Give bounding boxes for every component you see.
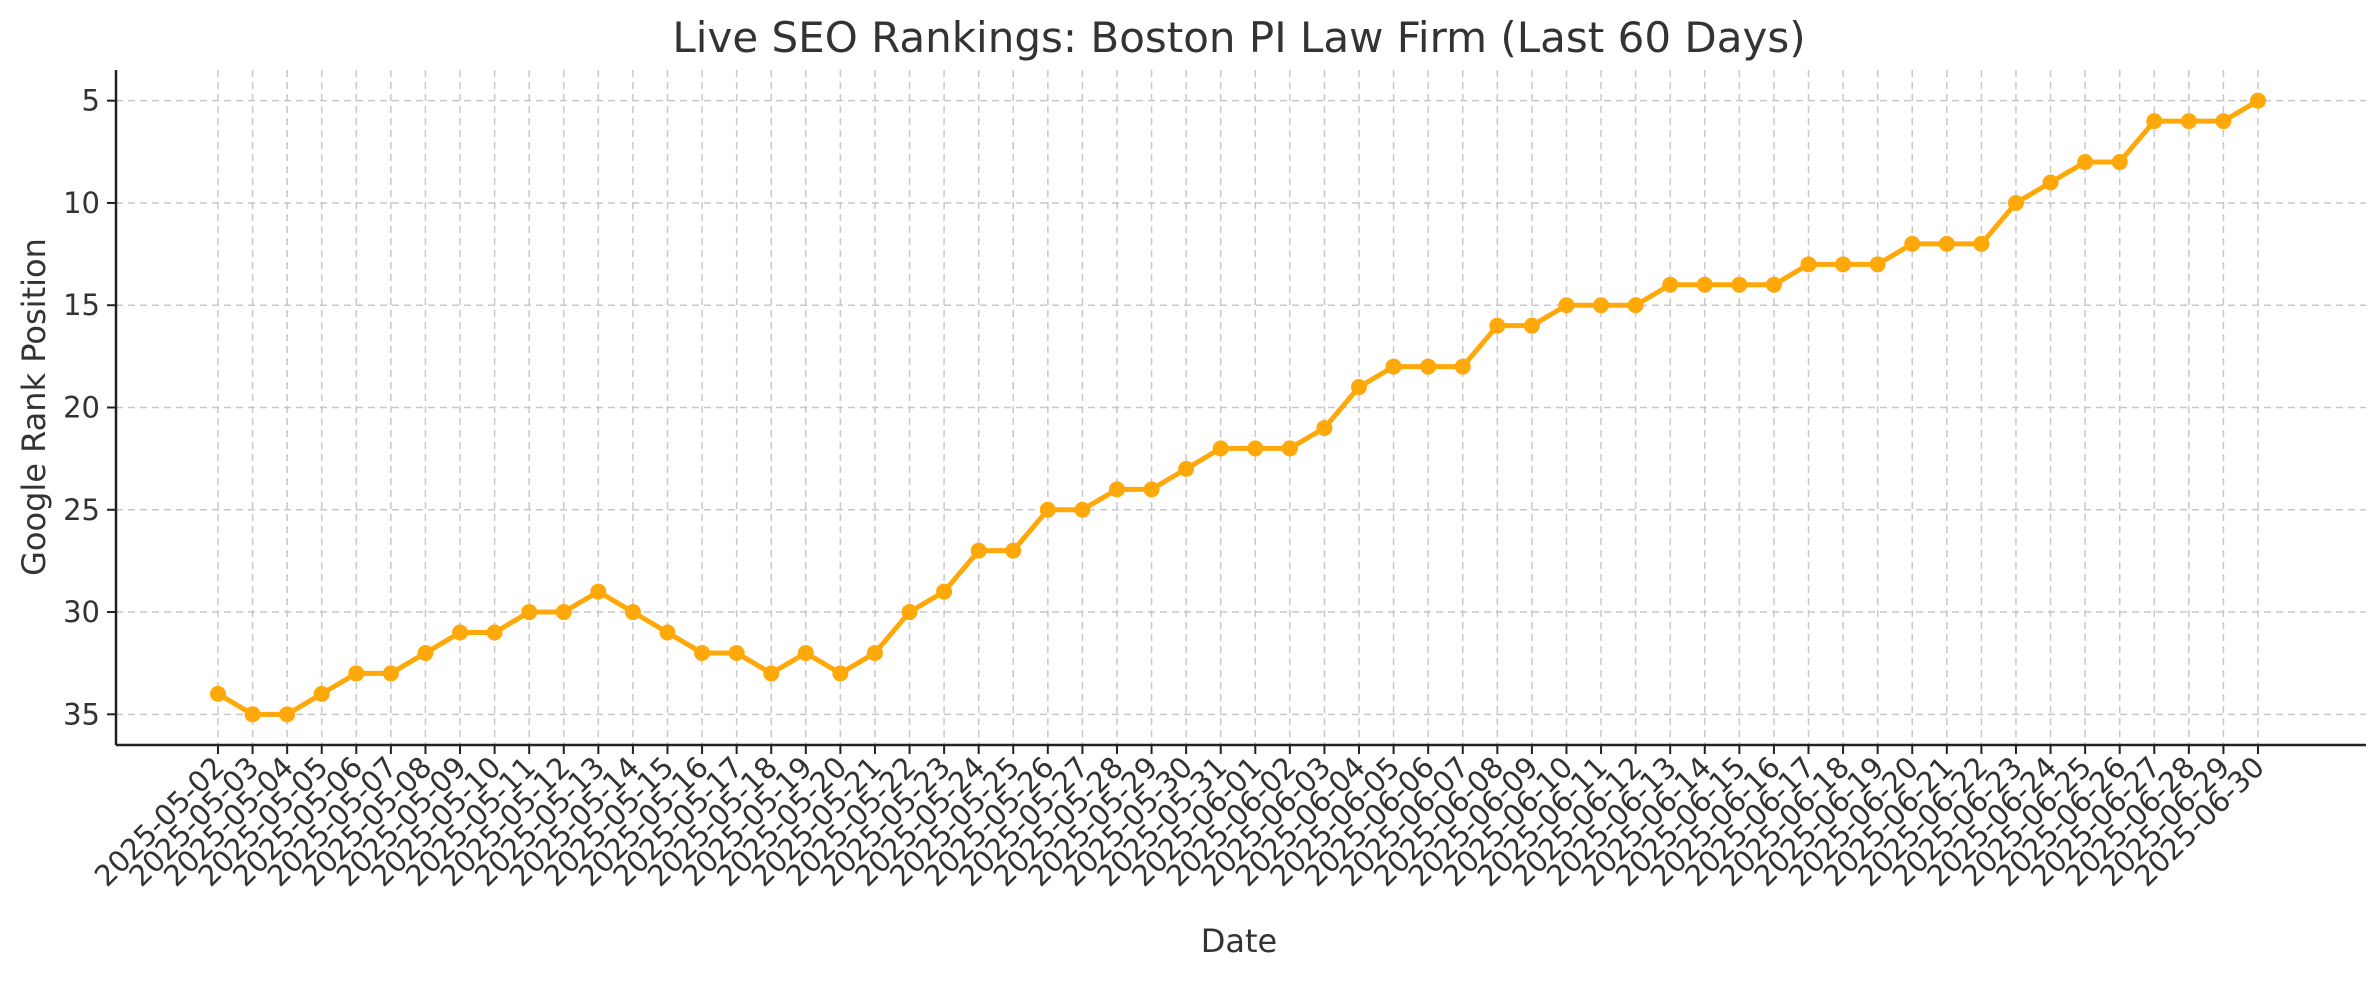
data-point bbox=[2111, 154, 2128, 171]
data-point bbox=[2215, 113, 2232, 130]
data-point bbox=[763, 665, 780, 682]
data-point bbox=[1731, 276, 1748, 293]
data-point bbox=[1247, 440, 1264, 457]
data-point bbox=[1558, 297, 1575, 314]
y-tick-label: 10 bbox=[63, 186, 100, 220]
series-rank bbox=[210, 92, 2266, 723]
y-tick-label: 15 bbox=[63, 288, 100, 322]
data-point bbox=[866, 644, 883, 661]
x-ticks: 2025-05-022025-05-032025-05-042025-05-05… bbox=[88, 745, 2271, 893]
data-point bbox=[728, 644, 745, 661]
y-axis-label: Google Rank Position bbox=[15, 238, 53, 576]
data-point bbox=[1835, 256, 1852, 273]
data-point bbox=[1696, 276, 1713, 293]
data-point bbox=[382, 665, 399, 682]
data-point bbox=[590, 583, 607, 600]
data-point bbox=[1869, 256, 1886, 273]
data-point bbox=[486, 624, 503, 641]
data-point bbox=[901, 604, 918, 621]
y-tick-label: 20 bbox=[63, 391, 100, 425]
data-point bbox=[1281, 440, 1298, 457]
data-point bbox=[521, 604, 538, 621]
data-point bbox=[1005, 542, 1022, 559]
data-point bbox=[797, 644, 814, 661]
y-tick-label: 35 bbox=[63, 697, 100, 731]
data-point bbox=[555, 604, 572, 621]
data-point bbox=[2007, 194, 2024, 211]
data-point bbox=[2250, 92, 2266, 109]
data-point bbox=[1938, 235, 1955, 252]
data-point bbox=[210, 685, 226, 702]
data-point bbox=[2077, 154, 2094, 171]
data-point bbox=[624, 604, 641, 621]
data-point bbox=[1420, 358, 1437, 375]
data-point bbox=[1627, 297, 1644, 314]
data-point bbox=[2180, 113, 2197, 130]
data-point bbox=[1800, 256, 1817, 273]
data-point bbox=[1523, 317, 1540, 334]
y-ticks: 5 10 15 20 25 30 35 bbox=[63, 84, 116, 731]
y-tick-label: 30 bbox=[63, 595, 100, 629]
data-point bbox=[1108, 481, 1125, 498]
chart-title: Live SEO Rankings: Boston PI Law Firm (L… bbox=[672, 13, 1805, 62]
data-point bbox=[1765, 276, 1782, 293]
data-point bbox=[1454, 358, 1471, 375]
data-point bbox=[1316, 419, 1333, 436]
data-point bbox=[1593, 297, 1610, 314]
data-point bbox=[659, 624, 676, 641]
data-point bbox=[2146, 113, 2163, 130]
data-point bbox=[1385, 358, 1402, 375]
data-point bbox=[1489, 317, 1506, 334]
y-tick-label: 25 bbox=[63, 493, 100, 527]
data-point bbox=[1973, 235, 1990, 252]
data-point bbox=[832, 665, 849, 682]
data-point bbox=[970, 542, 987, 559]
data-point bbox=[1212, 440, 1229, 457]
data-point bbox=[2042, 174, 2059, 191]
data-point bbox=[244, 706, 261, 723]
data-point bbox=[694, 644, 711, 661]
data-point bbox=[417, 644, 434, 661]
data-point bbox=[313, 685, 330, 702]
data-point bbox=[1904, 235, 1921, 252]
data-point bbox=[936, 583, 953, 600]
data-point bbox=[452, 624, 469, 641]
data-point bbox=[1039, 501, 1056, 518]
data-point bbox=[1351, 379, 1368, 396]
grid-lines bbox=[116, 70, 2366, 745]
x-axis-label: Date bbox=[1201, 922, 1277, 960]
data-point bbox=[1143, 481, 1160, 498]
data-point bbox=[1074, 501, 1091, 518]
data-point bbox=[1662, 276, 1679, 293]
data-point bbox=[1178, 460, 1195, 477]
data-point bbox=[348, 665, 365, 682]
data-point bbox=[279, 706, 296, 723]
y-tick-label: 5 bbox=[82, 84, 100, 118]
